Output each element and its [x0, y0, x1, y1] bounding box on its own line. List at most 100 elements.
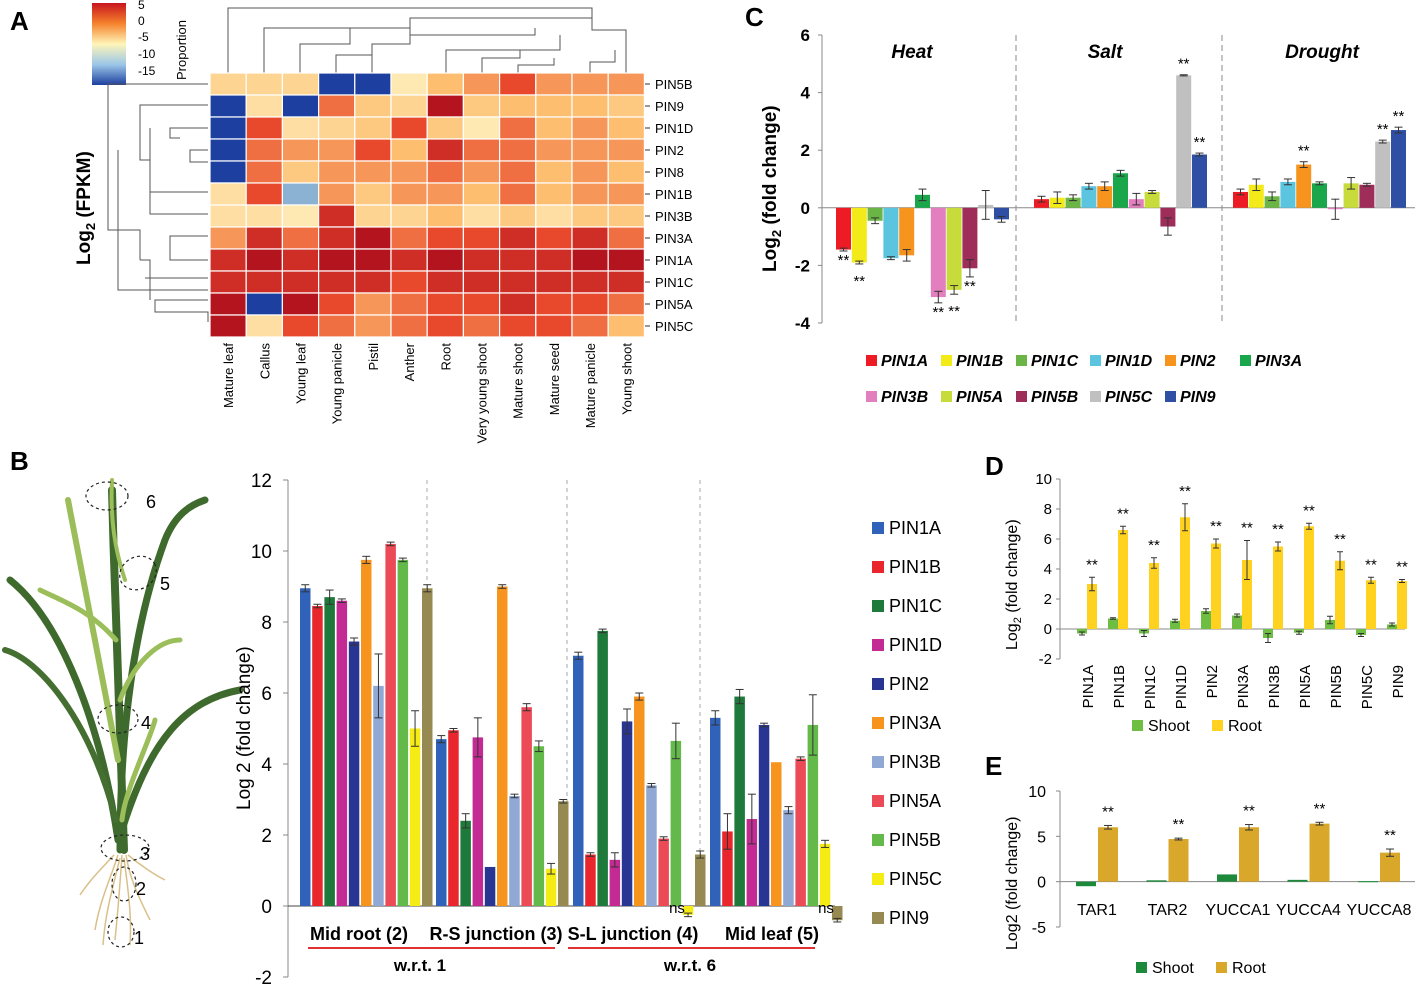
y-tick-label: -2 [1039, 651, 1052, 668]
group-title: Drought [1285, 42, 1360, 63]
significance-mark: ** [1178, 56, 1190, 73]
legend-label: PIN1A [889, 518, 941, 538]
heatmap-cell [426, 182, 465, 206]
legend-swatch [872, 912, 884, 924]
heatmap-cell [318, 116, 356, 140]
heatmap-cell [571, 292, 609, 316]
heatmap-cell [209, 94, 247, 118]
y-tick-label: 10 [1028, 784, 1046, 801]
legend-label: PIN5B [889, 830, 941, 850]
y-tick-label: 4 [1044, 561, 1052, 578]
legend-label: PIN5A [889, 791, 941, 811]
bar [1081, 186, 1097, 208]
panel-b-chart: 12 10 8 6 4 2 0 -2 Mid root (2) R-S junction (3) S… [251, 471, 843, 984]
legend-swatch [1132, 720, 1143, 731]
category-label: TAR2 [1148, 902, 1188, 919]
heatmap-cell [462, 116, 501, 140]
heatmap-cell [499, 72, 537, 96]
bar [1387, 624, 1397, 629]
bar [436, 739, 447, 906]
bar [1309, 823, 1330, 882]
heatmap-cell [390, 314, 428, 338]
significance-mark: ** [1384, 827, 1396, 844]
bar [1065, 197, 1081, 208]
panel-d-chart: 10 8 6 4 2 0 -2 ** PIN1A ** PIN1B ** PIN1C ** PIN1D ** P… [1035, 471, 1408, 709]
plant-site-number: 3 [140, 844, 150, 864]
heatmap-cell [571, 182, 609, 206]
bar [899, 207, 915, 256]
panel-e: E Log2 (fold change) 10 5 0 -5 ** TAR1 ** TAR2 *… [985, 751, 1415, 977]
significance-mark: ** [1377, 121, 1389, 138]
panel-a: A 5 0 -5 -10 -15 Proportion Log2 (FPKM) [10, 0, 693, 443]
category-label: YUCCA4 [1276, 902, 1341, 919]
heatmap-cell [354, 270, 392, 294]
legend-swatch [866, 391, 877, 402]
legend-swatch [872, 600, 884, 612]
bar [836, 207, 851, 250]
bar [373, 685, 384, 906]
legend-swatch [1090, 355, 1101, 366]
y-tick-label: -4 [795, 314, 811, 333]
legend-label: PIN1B [956, 353, 1003, 370]
heatmap-cell [607, 72, 646, 96]
bar [1287, 879, 1308, 882]
bar [832, 906, 843, 921]
significance-mark: ** [1298, 143, 1310, 160]
bar [994, 207, 1009, 220]
heatmap-cell [535, 116, 573, 140]
heatmap-cell [535, 160, 573, 184]
panel-b-label: B [10, 446, 29, 476]
heatmap-cell [607, 226, 646, 250]
bar [1358, 881, 1378, 883]
heatmap-cell [426, 226, 465, 250]
significance-mark: ** [1173, 816, 1185, 833]
y-tick-label: 6 [1044, 531, 1052, 548]
heatmap-column-label: Mature shoot [511, 343, 526, 419]
heatmap-cell [245, 226, 283, 250]
bar [1325, 620, 1335, 629]
y-tick-label: 2 [801, 141, 810, 160]
reference-label: w.r.t. 6 [663, 956, 716, 975]
heatmap-cell [390, 226, 428, 250]
y-tick-label: 6 [261, 684, 272, 705]
heatmap-cell [245, 160, 283, 184]
heatmap-cell [245, 292, 283, 316]
heatmap-cell [607, 204, 646, 228]
bar [1239, 827, 1259, 882]
bar [1176, 75, 1192, 208]
category-label: YUCCA1 [1206, 902, 1271, 919]
heatmap-cell [209, 72, 247, 96]
bar [1264, 196, 1280, 208]
heatmap-column-label: Young leaf [294, 343, 309, 404]
bar [1097, 186, 1113, 208]
bar [1146, 880, 1167, 882]
heatmap-cell [354, 182, 392, 206]
heatmap-cell [426, 292, 465, 316]
bar [1113, 173, 1128, 208]
heatmap-cell [318, 204, 356, 228]
bar [930, 207, 946, 298]
bar [1034, 199, 1049, 208]
panel-e-chart: 10 5 0 -5 ** TAR1 ** TAR2 ** YUCCA1 ** YUCCA4 ** YUCC… [1028, 784, 1415, 937]
heatmap-cell [281, 314, 320, 338]
significance-mark: ** [838, 252, 850, 269]
heatmap-cell [245, 314, 283, 338]
bar [558, 801, 569, 906]
plant-roots [79, 854, 166, 946]
heatmap-cell [318, 248, 356, 272]
heatmap-cell [462, 94, 501, 118]
bar [670, 740, 682, 906]
significance-mark: ** [1314, 800, 1326, 817]
bar [1380, 852, 1400, 882]
category-label: TAR1 [1077, 902, 1117, 919]
bar [1397, 581, 1407, 629]
panel-c-ylabel: Log2 (fold change) [760, 105, 784, 272]
heatmap-cell [281, 160, 320, 184]
bar [1233, 191, 1248, 208]
heatmap-cell [499, 314, 537, 338]
legend-label: PIN3A [1255, 353, 1302, 370]
bar [851, 207, 867, 263]
legend-tick: 0 [138, 14, 145, 28]
bar [722, 831, 733, 906]
